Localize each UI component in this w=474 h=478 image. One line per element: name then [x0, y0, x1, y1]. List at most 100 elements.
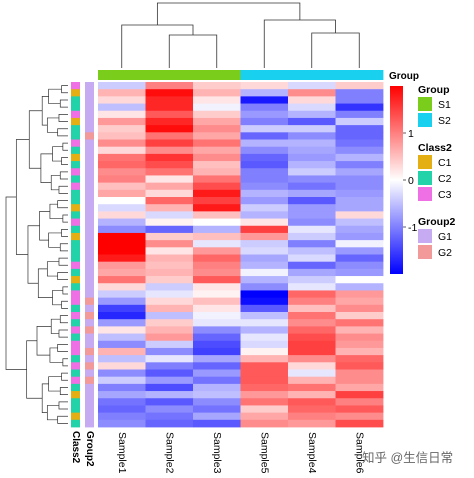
row-dendro-link-34: [48, 376, 62, 392]
group2-annotation-24: [85, 254, 94, 263]
heatmap-cell-r42-c0: [98, 383, 146, 392]
heatmap-cell-r15-c0: [98, 189, 146, 198]
heatmap-cell-r16-c2: [193, 197, 241, 205]
heatmap-cell-r26-c0: [98, 268, 146, 277]
heatmap-cell-r27-c3: [240, 276, 289, 284]
row-dendro-link-1: [59, 99, 68, 108]
heatmap-cell-r13-c5: [335, 175, 384, 184]
row-dendro-link-42: [28, 110, 43, 169]
group2-annotation-7: [85, 132, 94, 140]
legend-label-2-0: G1: [438, 231, 452, 243]
heatmap-cell-r16-c3: [240, 197, 289, 205]
heatmap-cell-r23-c5: [335, 247, 384, 255]
class2-annotation-43: [71, 391, 80, 399]
heatmap-cell-r37-c5: [335, 347, 384, 356]
heatmap-cell-r15-c3: [240, 189, 289, 198]
heatmap-cell-r19-c4: [288, 218, 336, 227]
row-dendro-link-13: [57, 272, 68, 281]
heatmap-cell-r12-c1: [145, 168, 194, 176]
heatmap-cell-r9-c5: [335, 146, 384, 155]
class2-annotation-29: [71, 290, 80, 299]
heatmap-cell-r26-c4: [288, 268, 336, 277]
heatmap-cell-r5-c0: [98, 117, 146, 126]
heatmap-cell-r9-c1: [145, 146, 194, 155]
legend-title-1: Class2: [418, 142, 452, 154]
heatmap-cell-r7-c1: [145, 132, 194, 140]
group2-annotation-29: [85, 290, 94, 299]
heatmap-cell-r36-c0: [98, 340, 146, 349]
class2-annotation-14: [71, 182, 80, 191]
heatmap-cell-r8-c2: [193, 139, 241, 148]
legend-swatch-0-0: [418, 97, 432, 111]
heatmap-cell-r28-c3: [240, 283, 289, 291]
heatmap-cell-r29-c5: [335, 290, 384, 299]
heatmap-cell-r47-c5: [335, 419, 384, 428]
heatmap-cell-r13-c3: [240, 175, 289, 184]
column-label-5: Sample6: [353, 432, 365, 474]
heatmap-cell-r23-c2: [193, 247, 241, 255]
heatmap-cell-r27-c4: [288, 276, 336, 284]
class2-annotation-11: [71, 161, 80, 169]
heatmap-cell-r42-c2: [193, 383, 241, 392]
class2-annotation-15: [71, 189, 80, 198]
group2-annotation-41: [85, 376, 94, 385]
heatmap-cell-r44-c2: [193, 398, 241, 406]
heatmap-cell-r15-c4: [288, 189, 336, 198]
heatmap-cell-r46-c2: [193, 412, 241, 421]
heatmap-cell-r13-c4: [288, 175, 336, 184]
group2-annotation-16: [85, 197, 94, 205]
heatmap-cell-r15-c5: [335, 189, 384, 198]
class2-annotation-9: [71, 146, 80, 155]
heatmap-cell-r17-c3: [240, 204, 289, 212]
heatmap-cell-r1-c4: [288, 89, 336, 97]
group2-annotation-43: [85, 391, 94, 399]
heatmap-cell-r44-c0: [98, 398, 146, 406]
heatmap-cell-r4-c0: [98, 110, 146, 119]
class2-annotation-27: [71, 276, 80, 284]
heatmap-cell-r30-c5: [335, 297, 384, 306]
heatmap-cell-r40-c2: [193, 369, 241, 378]
class2-annotation-41: [71, 376, 80, 385]
class2-annotation-1: [71, 89, 80, 97]
heatmap-cell-r31-c4: [288, 304, 336, 313]
heatmap-cell-r13-c0: [98, 175, 146, 184]
heatmap-cell-r17-c1: [145, 204, 194, 212]
class2-annotation-0: [71, 82, 80, 90]
heatmap-cell-r39-c1: [145, 362, 194, 370]
row-annotation-label-1: Group2: [84, 431, 95, 467]
heatmap-cell-r24-c5: [335, 254, 384, 263]
legend-label-0-1: S2: [438, 115, 451, 127]
class2-annotation-45: [71, 405, 80, 414]
heatmap-cell-r0-c2: [193, 82, 241, 90]
heatmap-cell-r32-c1: [145, 312, 194, 320]
color-scale-legend: 1 0 -1: [390, 86, 417, 274]
heatmap-cell-r8-c1: [145, 139, 194, 148]
row-dendro-link-0: [61, 85, 68, 94]
heatmap-cell-r14-c1: [145, 182, 194, 191]
group2-annotation-45: [85, 405, 94, 414]
row-dendro-link-39: [37, 268, 53, 298]
row-annotation-label-0: Class2: [70, 431, 81, 464]
heatmap-cell-r31-c0: [98, 304, 146, 313]
group2-annotation-25: [85, 261, 94, 270]
heatmap-cell-r9-c2: [193, 146, 241, 155]
col-dendro-link-4: [263, 19, 336, 68]
class2-annotation-10: [71, 153, 80, 162]
class2-annotation-24: [71, 254, 80, 263]
heatmap-cell-r3-c5: [335, 103, 384, 112]
heatmap-cell-r41-c1: [145, 376, 194, 385]
heatmap-cell-r17-c4: [288, 204, 336, 212]
class2-annotation-34: [71, 326, 80, 334]
heatmap-cell-r43-c0: [98, 391, 146, 399]
color-scale-tick-label-2: -1: [408, 222, 417, 234]
heatmap-cell-r45-c1: [145, 405, 194, 414]
heatmap-cell-r21-c5: [335, 232, 384, 241]
heatmap-cell-r4-c1: [145, 110, 194, 119]
heatmap-cell-r2-c3: [240, 96, 289, 104]
heatmap-cell-r37-c3: [240, 347, 289, 356]
heatmap-cell-r34-c4: [288, 326, 336, 334]
heatmap-cell-r28-c0: [98, 283, 146, 291]
heatmap-cell-r17-c5: [335, 204, 384, 212]
column-dendrogram: [121, 2, 360, 68]
heatmap-cell-r5-c3: [240, 117, 289, 126]
